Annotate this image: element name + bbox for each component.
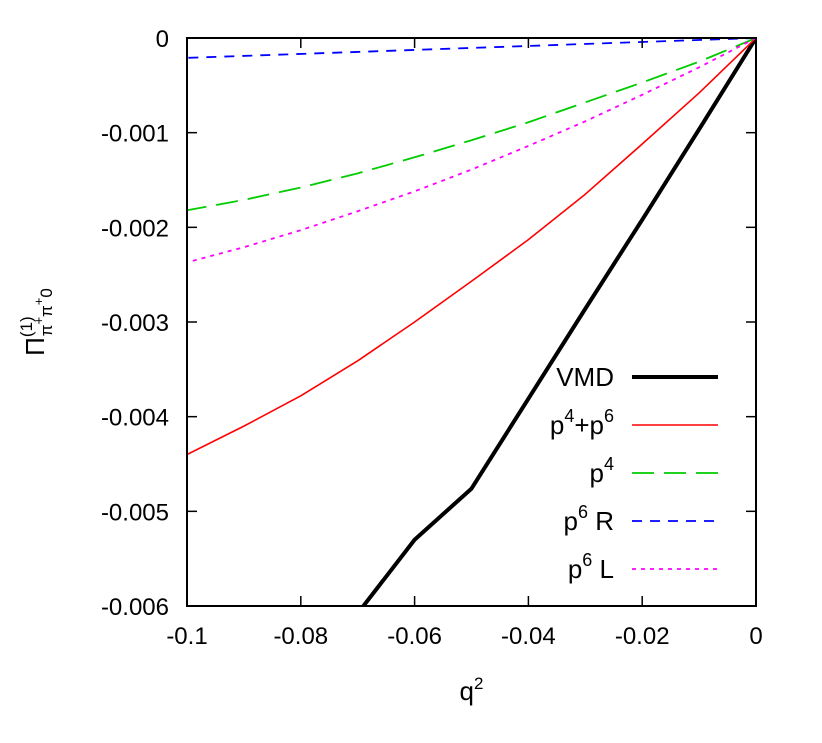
series-layer <box>187 38 756 606</box>
y-tick-label: 0 <box>156 26 169 53</box>
x-tick-label: -0.08 <box>273 623 328 650</box>
y-tick-label: -0.001 <box>101 121 169 148</box>
legend-label-4: p6 L <box>568 550 614 584</box>
y-tick-label: -0.005 <box>101 499 169 526</box>
x-tick-label: -0.06 <box>387 623 442 650</box>
series-line-1 <box>187 38 756 456</box>
series-line-2 <box>187 38 756 212</box>
ticks-layer: -0.1 -0.08 -0.06 -0.04 -0.02 0 0 -0.001 -0.002 -0… <box>101 26 763 650</box>
y-tick-label: -0.002 <box>101 215 169 242</box>
legend-label-2: p4 <box>590 454 614 488</box>
legend-label-1: p4+p6 <box>550 406 614 440</box>
y-tick-label: -0.004 <box>101 405 169 432</box>
series-line-0 <box>361 38 756 606</box>
y-axis-label: Π(1)π+π+0 <box>17 288 56 356</box>
legend: VMD p4+p6 p4 p6 R p6 L <box>550 362 718 584</box>
x-tick-label: -0.02 <box>615 623 670 650</box>
legend-label-3: p6 R <box>564 502 614 536</box>
y-tick-label: -0.003 <box>101 310 169 337</box>
legend-label-0: VMD <box>556 362 614 392</box>
y-tick-label: -0.006 <box>101 594 169 621</box>
x-tick-label: -0.04 <box>501 623 556 650</box>
x-axis-label: q2 <box>460 674 484 706</box>
series-line-3 <box>187 38 756 59</box>
x-tick-label: 0 <box>749 623 762 650</box>
x-tick-label: -0.1 <box>166 623 207 650</box>
series-line-4 <box>187 38 756 264</box>
